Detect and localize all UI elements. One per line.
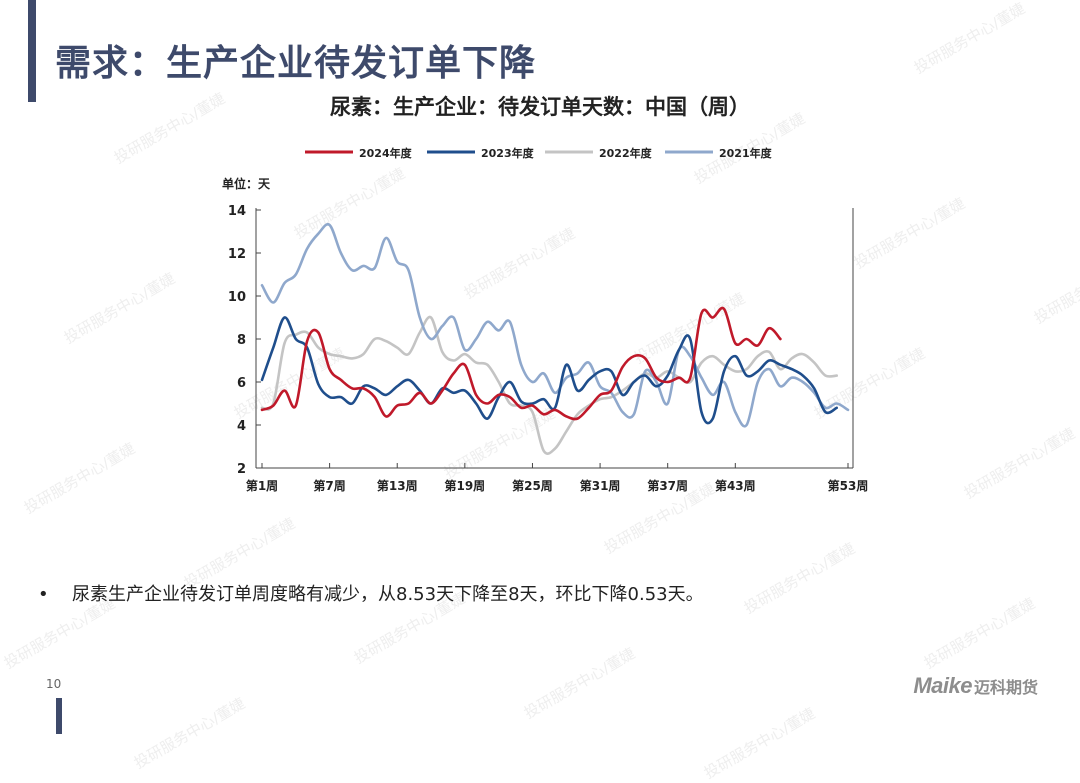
y-tick-label: 8 <box>237 333 246 348</box>
y-tick-label: 12 <box>228 247 246 262</box>
legend-label: 2023年度 <box>481 146 535 160</box>
series-line-2021 <box>260 222 850 428</box>
y-tick-label: 4 <box>237 419 246 434</box>
bullet-item: • 尿素生产企业待发订单周度略有减少，从8.53天下降至8天，环比下降0.53天。 <box>38 580 704 606</box>
logo-mark: Maike <box>913 673 972 698</box>
legend-label: 2024年度 <box>359 146 413 160</box>
logo-name: 迈科期货 <box>973 678 1038 697</box>
y-unit-label: 单位：天 <box>222 176 271 191</box>
series-line-2023 <box>260 316 838 425</box>
legend-label: 2022年度 <box>599 146 653 160</box>
bullet-marker: • <box>38 584 49 605</box>
slide-title: 需求：生产企业待发订单下降 <box>55 43 537 84</box>
series-line-2024 <box>260 306 782 421</box>
y-tick-label: 2 <box>237 462 246 477</box>
chart-title: 尿素：生产企业：待发订单天数：中国（周） <box>330 94 750 119</box>
bullet-text: 尿素生产企业待发订单周度略有减少，从8.53天下降至8天，环比下降0.53天。 <box>72 584 704 605</box>
x-tick-label: 第53周 <box>828 478 869 493</box>
page-number: 10 <box>46 677 62 691</box>
x-tick-label: 第37周 <box>647 478 688 493</box>
title-accent-bar <box>28 0 36 102</box>
x-tick-label: 第25周 <box>512 478 553 493</box>
x-tick-label: 第1周 <box>246 478 278 493</box>
x-tick-label: 第13周 <box>377 478 418 493</box>
y-tick-label: 6 <box>237 376 246 391</box>
x-tick-label: 第31周 <box>580 478 621 493</box>
x-tick-label: 第19周 <box>444 478 485 493</box>
legend-label: 2021年度 <box>719 146 773 160</box>
footer-accent-bar <box>56 698 62 734</box>
series-line-2022 <box>260 315 838 455</box>
company-logo: Maike 迈科期货 <box>913 673 1038 699</box>
y-tick-label: 14 <box>228 204 246 219</box>
y-tick-label: 10 <box>228 290 246 305</box>
x-tick-label: 第43周 <box>715 478 756 493</box>
x-tick-label: 第7周 <box>313 478 345 493</box>
